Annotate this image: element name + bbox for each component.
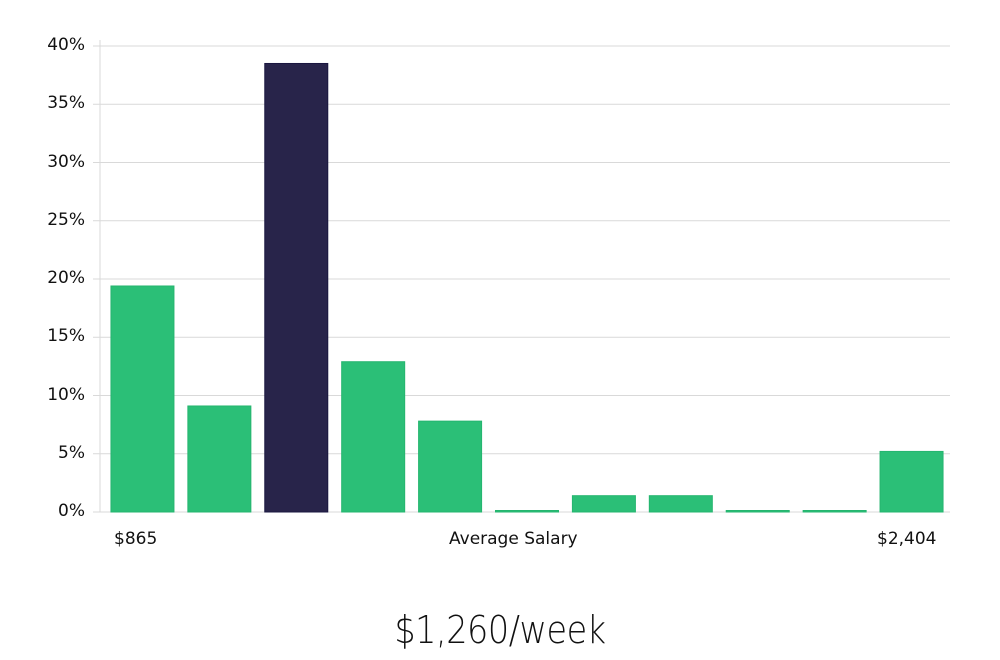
chart-plot-area [93,40,950,513]
x-axis-title: Average Salary [449,529,578,549]
bar [495,510,559,513]
y-tick-label: 10% [47,384,85,405]
y-tick-label: 5% [58,442,85,463]
bar [648,495,713,513]
bar [341,361,406,513]
bar [802,510,867,513]
x-axis-max-label: $2,404 [877,529,937,549]
bar [571,495,636,513]
y-tick-label: 40% [47,35,85,55]
bar [418,420,483,513]
y-tick-label: 0% [58,501,85,521]
bar [725,510,790,513]
bar [187,405,252,513]
bar [879,450,944,513]
bar-highlighted [264,62,329,513]
y-tick-label: 20% [47,268,85,288]
y-tick-label: 30% [47,151,85,172]
y-tick-label: 25% [47,209,85,230]
y-tick-label: 35% [47,93,85,114]
salary-histogram [93,40,950,513]
y-tick-label: 15% [47,326,85,347]
x-axis-min-label: $865 [114,529,158,549]
average-salary-headline: $1,260/week [394,608,606,652]
bar [110,285,175,513]
